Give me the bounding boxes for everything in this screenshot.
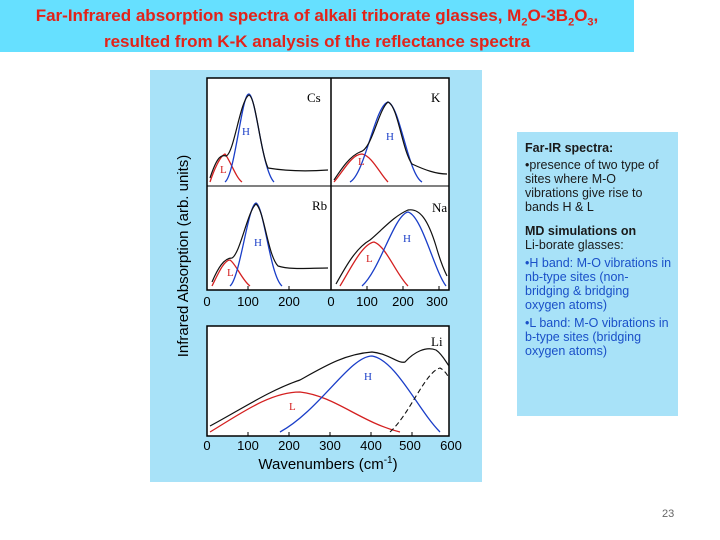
spectra-svg: Cs H L K H L Rb H L Na H [175, 77, 462, 473]
li-spectrum [209, 348, 450, 427]
rb-l-label: L [227, 267, 234, 279]
cs-label: Cs [307, 90, 321, 105]
tick-left-100: 100 [237, 294, 259, 309]
rb-h-label: H [254, 237, 262, 249]
md-title: MD simulations on [525, 224, 637, 238]
tick-right-300: 300 [426, 294, 448, 309]
na-spectrum [335, 209, 448, 285]
tick-bottom-0: 0 [203, 438, 210, 453]
rb-l-band [211, 259, 251, 287]
tick-bottom-500: 500 [399, 438, 421, 453]
tick-bottom-200: 200 [278, 438, 300, 453]
na-h-label: H [403, 233, 411, 245]
tick-right-100: 100 [356, 294, 378, 309]
k-l-label: L [358, 156, 365, 168]
page-number: 23 [662, 508, 675, 520]
cs-l-band [209, 153, 243, 183]
panel-na: Na H L [335, 200, 448, 287]
tick-bottom-300: 300 [319, 438, 341, 453]
k-h-label: H [386, 131, 394, 143]
tick-bottom-600: 600 [440, 438, 462, 453]
notes-box: Far-IR spectra: •presence of two type of… [517, 132, 678, 416]
tick-bottom-400: 400 [360, 438, 382, 453]
upper-frame [206, 77, 450, 291]
li-h-band [279, 355, 441, 433]
h-band-note: •H band: M-O vibrations in nb-type sites… [525, 256, 672, 312]
tick-bottom-100: 100 [237, 438, 259, 453]
l-band-note: •L band: M-O vibrations in b-type sites … [525, 316, 669, 358]
cs-spectrum [209, 94, 329, 179]
li-label: Li [431, 334, 443, 349]
na-l-label: L [366, 253, 373, 265]
y-axis-label: Infrared Absorption (arb. units) [175, 155, 192, 358]
tick-left-200: 200 [278, 294, 300, 309]
farir-text: •presence of two type of sites where M-O… [525, 158, 659, 214]
panel-li: Li H L [209, 334, 450, 433]
upper-plot-area [207, 78, 449, 290]
panel-rb: Rb H L [211, 198, 329, 287]
k-label: K [431, 90, 441, 105]
upper-tick-labels: 0 100 200 0 100 200 300 [203, 294, 447, 309]
rb-spectrum [211, 203, 329, 283]
lower-plot-area [207, 326, 449, 436]
cs-h-label: H [242, 126, 250, 138]
li-l-label: L [289, 401, 296, 413]
na-h-band [361, 211, 447, 287]
rb-label: Rb [312, 198, 327, 213]
na-l-band [339, 241, 409, 287]
upper-tick-marks [206, 286, 440, 290]
tick-right-200: 200 [392, 294, 414, 309]
panel-k: K H L [333, 90, 448, 183]
lower-tick-marks [206, 432, 450, 436]
tick-right-0: 0 [327, 294, 334, 309]
farir-title: Far-IR spectra: [525, 141, 614, 155]
rb-h-band [229, 202, 283, 287]
tick-left-0: 0 [203, 294, 210, 309]
li-dashed-band [389, 367, 450, 433]
k-spectrum [333, 101, 448, 181]
lower-tick-labels: 0 100 200 300 400 500 600 [203, 438, 461, 453]
title-line-2: resulted from K-K analysis of the reflec… [103, 32, 531, 52]
slide-title: Far-Infrared absorption spectra of alkal… [0, 0, 634, 52]
li-h-label: H [364, 371, 372, 383]
panel-cs: Cs H L [209, 90, 329, 183]
k-l-band [333, 153, 389, 183]
x-axis-label: Wavenumbers (cm-1) [258, 455, 397, 473]
cs-l-label: L [220, 164, 227, 176]
li-l-band [209, 391, 401, 433]
na-label: Na [432, 200, 447, 215]
spectra-figure: Cs H L K H L Rb H L Na H [150, 70, 482, 482]
lower-frame [206, 325, 450, 437]
md-title-2: Li-borate glasses: [525, 238, 624, 252]
title-line-1: Far-Infrared absorption spectra of alkal… [35, 6, 599, 29]
